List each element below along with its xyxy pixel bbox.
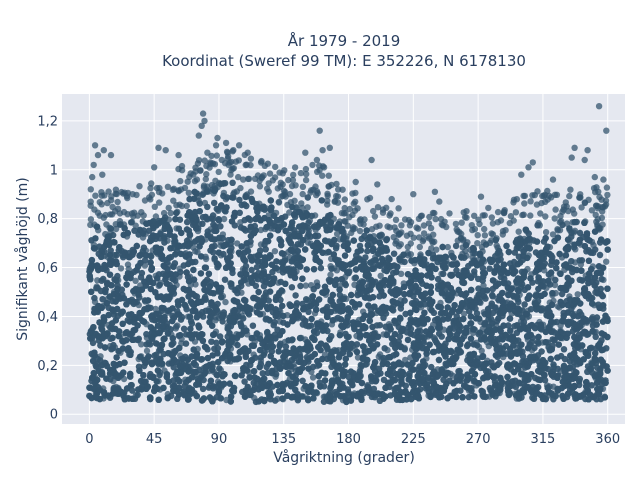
data-point — [144, 348, 150, 354]
data-point — [575, 291, 581, 297]
chart-title-line2: Koordinat (Sweref 99 TM): E 352226, N 61… — [162, 52, 526, 70]
data-point — [603, 259, 609, 265]
chart-title-line1: År 1979 - 2019 — [288, 31, 401, 50]
data-point — [173, 323, 179, 329]
data-point — [310, 374, 316, 380]
data-point — [125, 261, 131, 267]
data-point — [222, 299, 228, 305]
